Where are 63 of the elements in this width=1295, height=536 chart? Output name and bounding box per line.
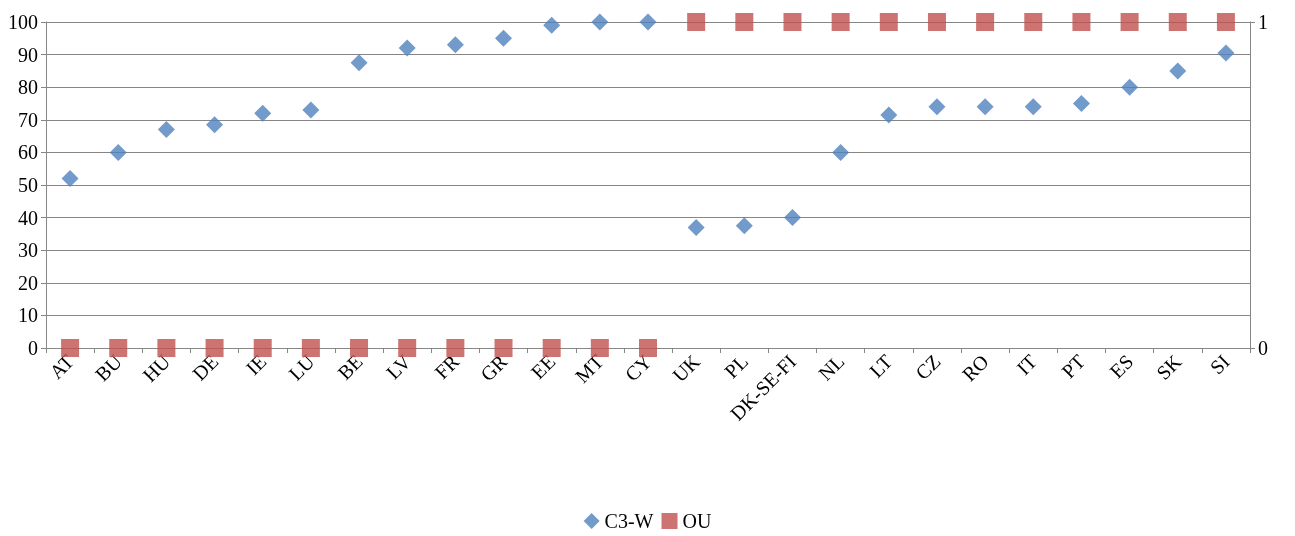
y-tick-label: 30 [18, 239, 38, 262]
y-tick-label: 60 [18, 141, 38, 164]
y-tick-label: 20 [18, 271, 38, 294]
y-tick-label: 90 [18, 43, 38, 66]
x-tick-label: LU [284, 349, 320, 385]
point [254, 104, 272, 122]
point [302, 101, 320, 119]
x-tick-label: LV [381, 349, 416, 384]
x-tick-label: SK [1151, 349, 1186, 384]
x-tick-label: IE [241, 350, 271, 380]
y-tick-label: 100 [8, 11, 38, 33]
point [1024, 98, 1042, 116]
point [735, 217, 753, 235]
y-tick-label: 50 [18, 174, 38, 196]
x-tick-label: PT [1057, 350, 1090, 383]
point [398, 39, 416, 57]
point [109, 143, 127, 161]
point [1072, 95, 1090, 112]
y-tick-label: 0 [28, 337, 38, 359]
x-tick-label: MT [570, 350, 608, 387]
x-tick-label: CY [620, 350, 656, 386]
point [543, 16, 561, 34]
point [350, 54, 368, 72]
point [495, 29, 513, 47]
x-tick-label: AT [45, 350, 78, 384]
x-tick-label: ES [1105, 350, 1138, 383]
x-tick-label: RO [957, 350, 993, 386]
x-tick-label: BE [333, 350, 367, 384]
point [783, 209, 801, 227]
x-tick-label: UK [667, 349, 705, 387]
x-tick-label: BU [90, 349, 127, 386]
point [1169, 62, 1187, 80]
point [1217, 44, 1235, 62]
y-tick-label: 10 [18, 304, 38, 327]
point [639, 13, 657, 31]
point [206, 116, 224, 134]
x-tick-label: EE [526, 350, 560, 384]
point [446, 36, 464, 54]
x-tick-label: NL [814, 350, 849, 385]
point [832, 143, 850, 161]
point [1121, 78, 1139, 96]
y-tick-label: 80 [18, 76, 38, 99]
x-tick-label: DE [187, 350, 223, 385]
point [687, 218, 705, 236]
legend-label: C3-W [604, 510, 654, 532]
y-tick-label: 40 [18, 206, 38, 229]
x-tick-label: GR [476, 349, 512, 386]
point [61, 169, 79, 187]
x-tick-label: HU [138, 349, 175, 387]
legend-label: OU [682, 510, 712, 532]
x-tick-label: FR [430, 349, 464, 384]
x-tick-label: CZ [911, 350, 945, 384]
y-tick-label: 70 [18, 108, 38, 131]
point [157, 121, 175, 139]
y2-tick-label: 0 [1258, 337, 1268, 359]
x-tick-label: SI [1205, 350, 1234, 379]
y2-tick-label: 1 [1258, 11, 1268, 33]
point [976, 98, 994, 116]
point [880, 106, 898, 124]
point [591, 13, 609, 31]
x-tick-label: LT [865, 350, 897, 382]
x-tick-label: IT [1012, 350, 1042, 380]
point [928, 98, 946, 116]
